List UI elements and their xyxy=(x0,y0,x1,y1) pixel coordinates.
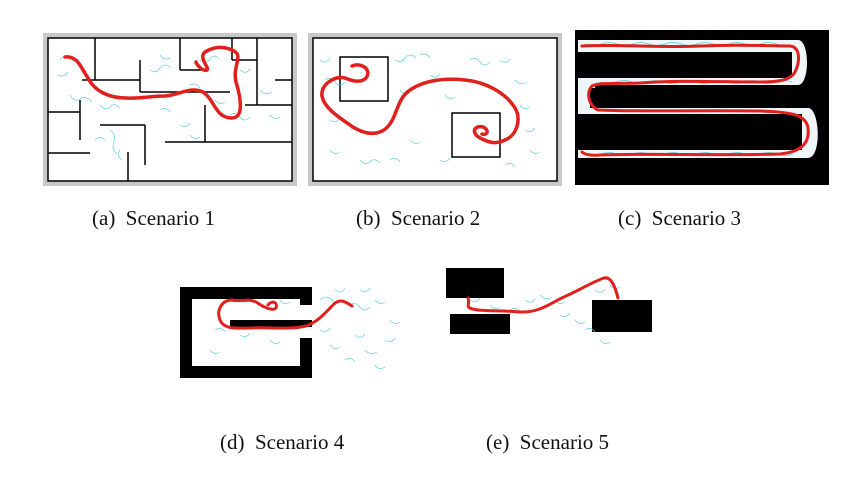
scenario-4-panel xyxy=(180,287,401,378)
caption-scenario-1: (a) Scenario 1 xyxy=(92,206,216,230)
caption-scenario-3: (c) Scenario 3 xyxy=(618,206,742,230)
scenario-3-path xyxy=(580,43,810,157)
scenario-3-obstacle-lower xyxy=(578,114,802,150)
scenario-2-path xyxy=(320,63,520,145)
scenario-2-tree xyxy=(319,53,541,168)
scenario-3-panel xyxy=(575,30,829,185)
scenario-2-box-right xyxy=(451,112,501,158)
scenario-5-tree xyxy=(469,284,621,344)
scenario-5-path xyxy=(466,276,620,314)
scenario-3-obstacle-middle xyxy=(590,88,804,108)
caption-scenario-5: (e) Scenario 5 xyxy=(486,430,610,454)
scenario-2-panel xyxy=(308,33,562,186)
scenario-5-obstacle-top-left xyxy=(446,268,504,298)
scenario-1-map xyxy=(47,37,293,182)
scenario-1-path xyxy=(63,45,243,120)
scenario-5-panel xyxy=(446,268,652,344)
caption-scenario-2: (b) Scenario 2 xyxy=(356,206,481,230)
scenario-4-outer-wall xyxy=(180,287,312,378)
scenario-5-obstacle-right xyxy=(592,300,652,332)
scenario-5-obstacle-bottom-left xyxy=(450,314,510,334)
scenario-4-tree xyxy=(209,287,401,369)
scenario-2-map xyxy=(312,37,558,182)
scenario-1-panel xyxy=(43,33,297,186)
scenario-4-path xyxy=(217,298,354,330)
caption-scenario-4: (d) Scenario 4 xyxy=(220,430,345,454)
scenario-4-middle-wall xyxy=(230,320,312,327)
scenario-3-obstacle-upper xyxy=(578,52,792,78)
